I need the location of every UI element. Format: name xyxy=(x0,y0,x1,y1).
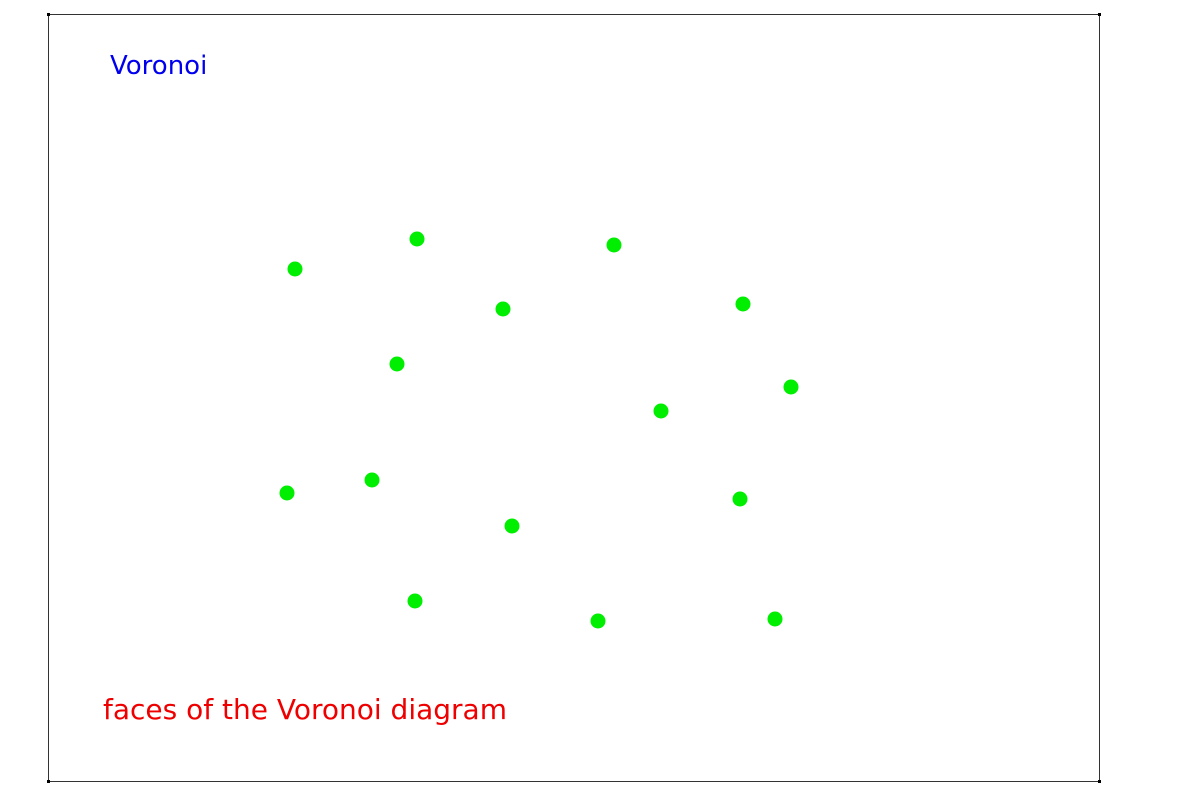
voronoi-site-point xyxy=(279,485,295,501)
voronoi-site-point xyxy=(407,593,423,609)
voronoi-site-point xyxy=(606,237,622,253)
voronoi-site-point xyxy=(783,379,799,395)
voronoi-site-point xyxy=(389,356,405,372)
diagram-caption: faces of the Voronoi diagram xyxy=(103,693,507,726)
frame-corner-bottom-right xyxy=(1098,780,1101,783)
voronoi-site-point xyxy=(653,403,669,419)
voronoi-site-point xyxy=(732,491,748,507)
diagram-title: Voronoi xyxy=(110,51,208,81)
voronoi-site-point xyxy=(590,613,606,629)
diagram-frame xyxy=(48,14,1100,782)
frame-corner-top-left xyxy=(47,13,50,16)
voronoi-site-point xyxy=(735,296,751,312)
voronoi-site-point xyxy=(504,518,520,534)
voronoi-site-point xyxy=(364,472,380,488)
voronoi-site-point xyxy=(409,231,425,247)
voronoi-site-point xyxy=(495,301,511,317)
frame-corner-top-right xyxy=(1098,13,1101,16)
voronoi-site-point xyxy=(767,611,783,627)
voronoi-site-point xyxy=(287,261,303,277)
frame-corner-bottom-left xyxy=(47,780,50,783)
